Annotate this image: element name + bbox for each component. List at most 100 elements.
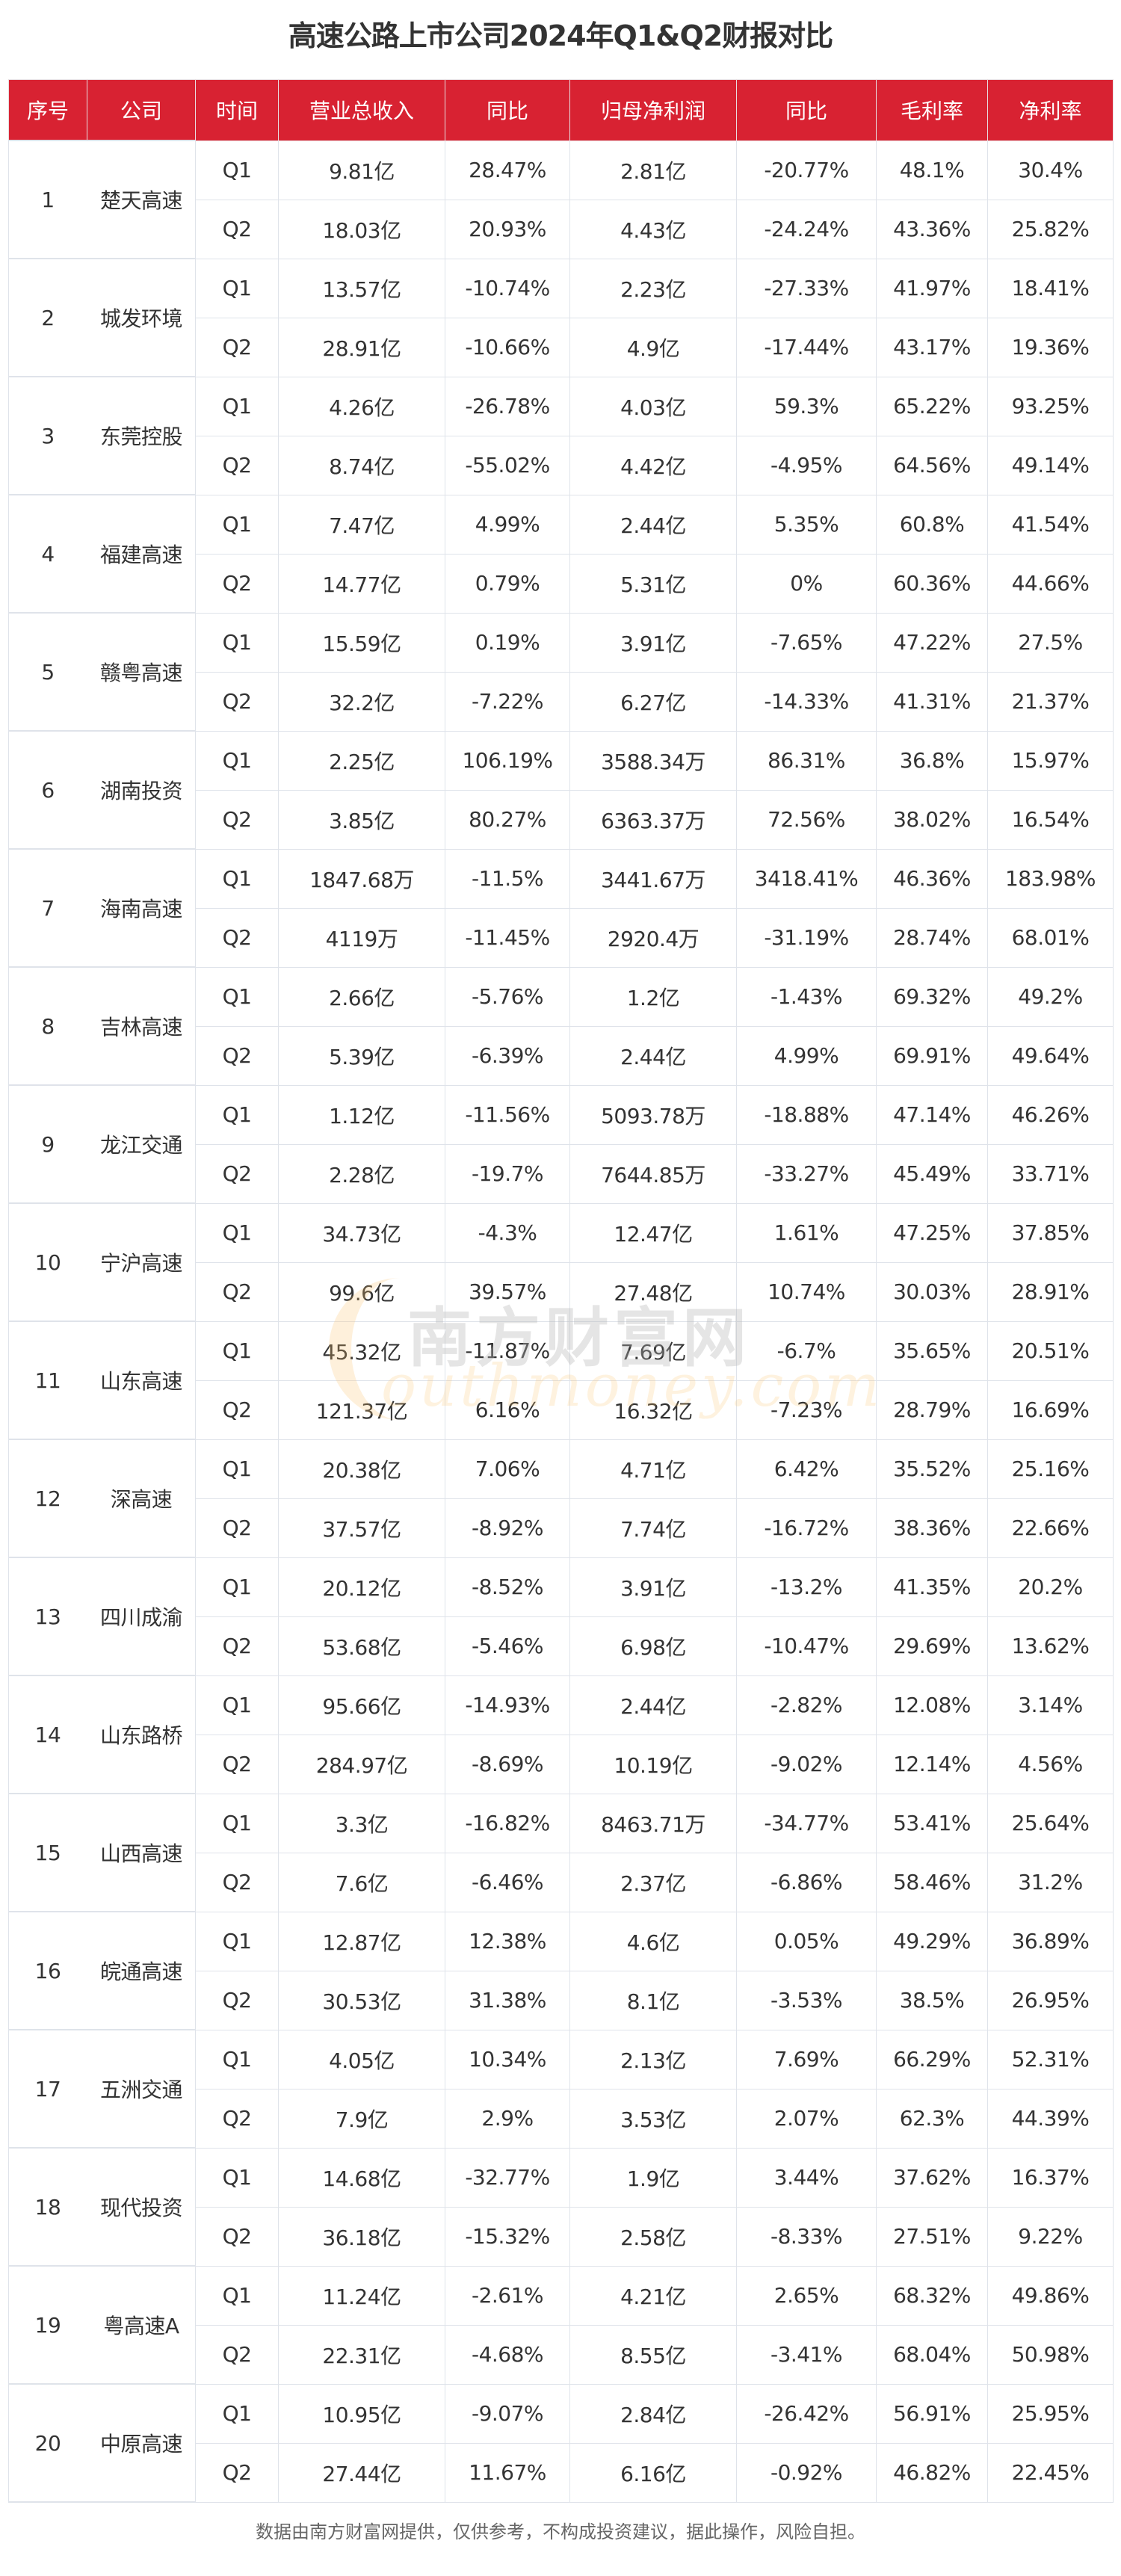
cell-net-profit: 6.27亿 bbox=[569, 671, 737, 732]
cell-revenue-yoy: -11.5% bbox=[445, 848, 570, 909]
cell-net-profit: 8.55亿 bbox=[569, 2324, 737, 2385]
cell-revenue-yoy: -2.61% bbox=[445, 2265, 570, 2326]
cell-gross-margin: 41.31% bbox=[876, 671, 988, 732]
table-row: Q2 53.68亿 -5.46% 6.98亿 -10.47% 29.69% 13.62% bbox=[9, 1616, 1114, 1676]
cell-revenue-yoy: -8.52% bbox=[445, 1557, 570, 1617]
cell-index: 2 bbox=[8, 258, 87, 377]
cell-net-profit: 5.31亿 bbox=[569, 553, 737, 614]
cell-revenue: 45.32亿 bbox=[278, 1321, 445, 1381]
cell-net-profit: 7.74亿 bbox=[569, 1498, 737, 1558]
cell-revenue: 1.12亿 bbox=[278, 1084, 445, 1145]
cell-period: Q1 bbox=[195, 1557, 279, 1617]
cell-gross-margin: 35.52% bbox=[876, 1439, 988, 1499]
cell-net-profit: 6363.37万 bbox=[569, 789, 737, 850]
cell-revenue-yoy: -55.02% bbox=[445, 435, 570, 495]
cell-revenue-yoy: -19.7% bbox=[445, 1143, 570, 1204]
table-row: Q2 8.74亿 -55.02% 4.42亿 -4.95% 64.56% 49.14% bbox=[9, 435, 1114, 495]
table-row: 13 四川成渝 Q1 20.12亿 -8.52% 3.91亿 -13.2% 41.35% 20.… bbox=[8, 1557, 1114, 1676]
cell-net-profit: 2.58亿 bbox=[569, 2206, 737, 2267]
cell-revenue-yoy: -8.92% bbox=[445, 1498, 570, 1558]
cell-net-profit: 2.44亿 bbox=[569, 1025, 737, 1086]
cell-gross-margin: 27.51% bbox=[876, 2206, 988, 2267]
table-row: Q2 2.28亿 -19.7% 7644.85万 -33.27% 45.49% 33.71% bbox=[9, 1143, 1114, 1204]
cell-net-profit: 2.84亿 bbox=[569, 2383, 737, 2444]
cell-net-profit: 4.43亿 bbox=[569, 199, 737, 259]
cell-gross-margin: 43.36% bbox=[876, 199, 988, 259]
cell-revenue-yoy: -16.82% bbox=[445, 1793, 570, 1853]
cell-net-profit-yoy: -13.2% bbox=[736, 1557, 877, 1617]
cell-period: Q1 bbox=[195, 2383, 279, 2444]
cell-net-margin: 25.64% bbox=[987, 1793, 1114, 1853]
cell-revenue: 22.31亿 bbox=[278, 2324, 445, 2385]
table-row: 3 东莞控股 Q1 4.26亿 -26.78% 4.03亿 59.3% 65.22% 93.25… bbox=[8, 376, 1114, 495]
table-row: 4 福建高速 Q1 7.47亿 4.99% 2.44亿 5.35% 60.8% 41.54% bbox=[8, 494, 1114, 614]
cell-gross-margin: 65.22% bbox=[876, 376, 988, 436]
cell-net-profit: 3.53亿 bbox=[569, 2088, 737, 2149]
cell-net-profit: 10.19亿 bbox=[569, 1734, 737, 1794]
cell-index: 3 bbox=[8, 376, 87, 495]
cell-net-profit-yoy: -20.77% bbox=[736, 140, 877, 200]
cell-revenue-yoy: 12.38% bbox=[445, 1911, 570, 1971]
cell-net-margin: 21.37% bbox=[987, 671, 1114, 732]
cell-gross-margin: 56.91% bbox=[876, 2383, 988, 2444]
cell-revenue-yoy: -7.22% bbox=[445, 671, 570, 732]
cell-net-profit: 27.48亿 bbox=[569, 1261, 737, 1322]
cell-period: Q2 bbox=[195, 2088, 279, 2149]
cell-net-margin: 25.95% bbox=[987, 2383, 1114, 2444]
cell-net-profit-yoy: 4.99% bbox=[736, 1025, 877, 1086]
cell-revenue-yoy: 10.34% bbox=[445, 2029, 570, 2089]
cell-gross-margin: 49.29% bbox=[876, 1911, 988, 1971]
cell-gross-margin: 66.29% bbox=[876, 2029, 988, 2089]
header-net-profit-yoy: 同比 bbox=[736, 79, 877, 141]
table-row: 2 城发环境 Q1 13.57亿 -10.74% 2.23亿 -27.33% 41.97% 18… bbox=[8, 258, 1114, 377]
cell-index: 20 bbox=[8, 2383, 87, 2503]
cell-revenue-yoy: 0.79% bbox=[445, 553, 570, 614]
cell-net-profit-yoy: -27.33% bbox=[736, 258, 877, 318]
cell-period: Q1 bbox=[195, 848, 279, 909]
cell-revenue-yoy: 0.19% bbox=[445, 612, 570, 673]
cell-net-profit-yoy: -0.92% bbox=[736, 2442, 877, 2503]
cell-net-margin: 25.82% bbox=[987, 199, 1114, 259]
cell-index: 18 bbox=[8, 2147, 87, 2267]
cell-gross-margin: 69.32% bbox=[876, 966, 988, 1027]
cell-company: 五洲交通 bbox=[87, 2029, 196, 2149]
table-row: Q2 22.31亿 -4.68% 8.55亿 -3.41% 68.04% 50.98% bbox=[9, 2324, 1114, 2385]
cell-index: 19 bbox=[8, 2265, 87, 2385]
cell-revenue: 34.73亿 bbox=[278, 1202, 445, 1263]
table-row: 9 龙江交通 Q1 1.12亿 -11.56% 5093.78万 -18.88% 47.14%… bbox=[8, 1084, 1114, 1204]
cell-company: 深高速 bbox=[87, 1439, 196, 1558]
table-row: Q2 27.44亿 11.67% 6.16亿 -0.92% 46.82% 22.45% bbox=[9, 2442, 1114, 2503]
cell-net-profit-yoy: -4.95% bbox=[736, 435, 877, 495]
cell-period: Q2 bbox=[195, 1261, 279, 1322]
cell-company: 吉林高速 bbox=[87, 966, 196, 1086]
cell-revenue-yoy: 7.06% bbox=[445, 1439, 570, 1499]
cell-net-profit-yoy: -8.33% bbox=[736, 2206, 877, 2267]
cell-net-profit: 4.71亿 bbox=[569, 1439, 737, 1499]
table-row: Q2 99.6亿 39.57% 27.48亿 10.74% 30.03% 28.91% bbox=[9, 1261, 1114, 1322]
cell-revenue: 12.87亿 bbox=[278, 1911, 445, 1971]
cell-net-profit: 4.21亿 bbox=[569, 2265, 737, 2326]
table-row: Q2 37.57亿 -8.92% 7.74亿 -16.72% 38.36% 22.66% bbox=[9, 1498, 1114, 1558]
cell-index: 11 bbox=[8, 1321, 87, 1440]
cell-net-profit-yoy: 3.44% bbox=[736, 2147, 877, 2208]
cell-company: 山西高速 bbox=[87, 1793, 196, 1912]
cell-net-profit: 2.44亿 bbox=[569, 494, 737, 555]
cell-net-profit: 4.42亿 bbox=[569, 435, 737, 495]
cell-net-profit-yoy: -24.24% bbox=[736, 199, 877, 259]
cell-revenue: 20.38亿 bbox=[278, 1439, 445, 1499]
cell-revenue: 1847.68万 bbox=[278, 848, 445, 909]
header-period: 时间 bbox=[195, 79, 279, 141]
table-row: Q2 7.9亿 2.9% 3.53亿 2.07% 62.3% 44.39% bbox=[9, 2088, 1114, 2149]
cell-net-profit: 7.69亿 bbox=[569, 1321, 737, 1381]
cell-revenue-yoy: -11.56% bbox=[445, 1084, 570, 1145]
cell-net-profit: 1.2亿 bbox=[569, 966, 737, 1027]
financial-report-table: 序号 公司 时间 营业总收入 同比 归母净利润 同比 毛利率 净利率 1 楚天高速… bbox=[8, 79, 1114, 2503]
cell-index: 13 bbox=[8, 1557, 87, 1676]
cell-period: Q1 bbox=[195, 1321, 279, 1381]
cell-net-profit: 16.32亿 bbox=[569, 1380, 737, 1440]
cell-net-margin: 4.56% bbox=[987, 1734, 1114, 1794]
cell-net-profit: 2.44亿 bbox=[569, 1675, 737, 1735]
cell-net-profit-yoy: -18.88% bbox=[736, 1084, 877, 1145]
cell-net-profit-yoy: -9.02% bbox=[736, 1734, 877, 1794]
cell-revenue-yoy: -6.39% bbox=[445, 1025, 570, 1086]
